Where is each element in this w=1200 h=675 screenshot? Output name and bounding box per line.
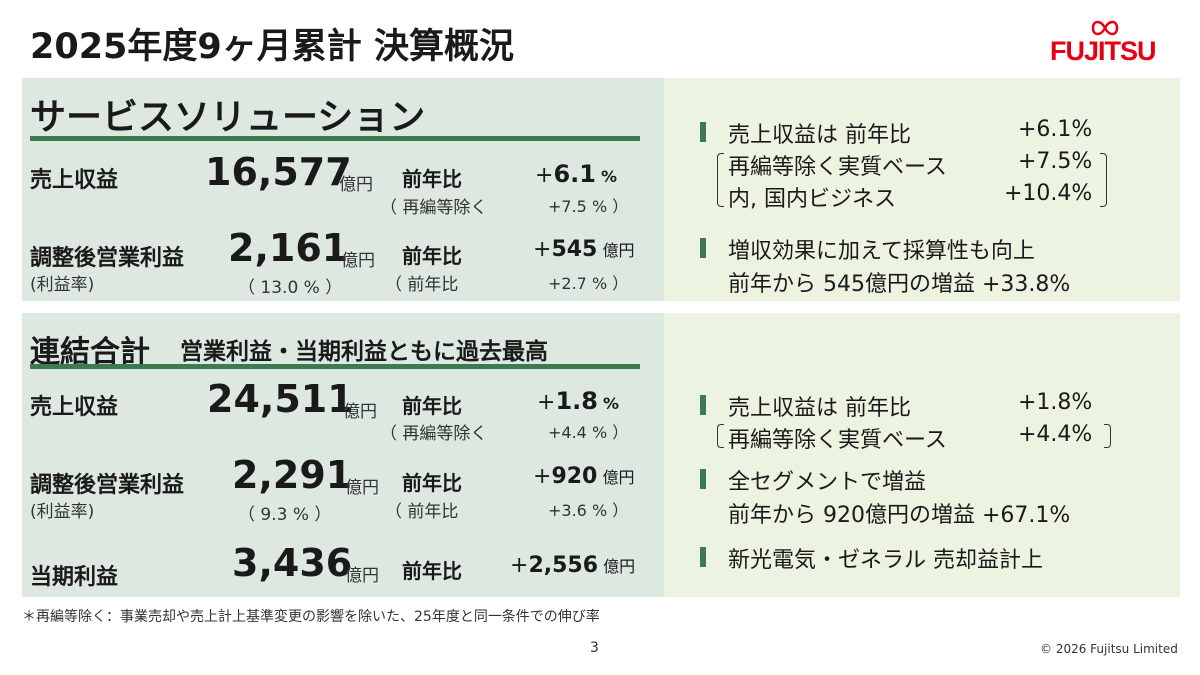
service-profit-unit: 億円	[341, 251, 375, 271]
service-left-panel	[22, 78, 664, 301]
consolidated-profit-yoy: +920 億円	[533, 464, 634, 489]
note-bar	[700, 469, 706, 489]
consolidated-note-2-value: +4.4%	[1018, 422, 1093, 447]
yoy-unit: %	[603, 394, 620, 413]
service-right-panel	[664, 78, 1180, 301]
consolidated-revenue-label: 売上収益	[30, 395, 119, 420]
service-note-1-text: 売上収益は 前年比	[728, 123, 911, 148]
service-revenue-label: 売上収益	[30, 168, 119, 193]
consolidated-right-panel	[664, 313, 1180, 597]
infinity-icon	[1091, 20, 1119, 36]
consolidated-net-yoy-label: 前年比	[402, 559, 462, 583]
yoy-value: 6.1	[553, 160, 596, 188]
note-bar	[700, 238, 706, 258]
yoy-unit: 億円	[602, 468, 635, 487]
consolidated-note-4-text: 前年から 920億円の増益 +67.1%	[728, 503, 1071, 528]
service-heading-rule	[30, 136, 640, 141]
service-revenue-sub-label: （ 再編等除く	[380, 198, 488, 218]
note-bar	[700, 395, 706, 415]
yoy-unit: %	[601, 167, 618, 186]
service-revenue-unit: 億円	[339, 175, 373, 195]
fujitsu-logo: FUJITSU	[1050, 14, 1162, 70]
yoy-value: 545	[551, 237, 598, 262]
service-note-1-value: +6.1%	[1018, 117, 1093, 142]
service-profit-yoy-label: 前年比	[402, 244, 462, 268]
consolidated-profit-sub-label: （ 前年比	[385, 502, 459, 522]
consolidated-profit-margin: （ 9.3 % ）	[238, 505, 332, 525]
consolidated-profit-value: 2,291	[232, 453, 353, 497]
service-revenue-yoy: +6.1 %	[535, 160, 617, 188]
consolidated-profit-label: 調整後営業利益	[30, 473, 185, 498]
page-number: 3	[590, 640, 599, 656]
consolidated-note-2-text: 再編等除く実質ベース	[728, 428, 947, 453]
consolidated-profit-sub-value: +3.6 % ）	[548, 501, 629, 520]
service-note-3-text: 内, 国内ビジネス	[728, 187, 896, 212]
service-note-2-text: 再編等除く実質ベース	[728, 155, 947, 180]
service-note-3-value: +10.4%	[1004, 181, 1093, 206]
service-revenue-value: 16,577	[205, 150, 352, 194]
sign: +	[533, 464, 552, 489]
consolidated-profit-unit: 億円	[345, 478, 379, 498]
consolidated-net-label: 当期利益	[30, 565, 119, 590]
note-bar	[700, 122, 706, 142]
bracket-right	[1100, 153, 1107, 207]
consolidated-revenue-sub-label: （ 再編等除く	[380, 424, 488, 444]
consolidated-net-yoy: +2,556 億円	[510, 553, 635, 578]
yoy-value: 2,556	[528, 553, 599, 578]
consolidated-note-5-text: 新光電気・ゼネラル 売却益計上	[728, 548, 1043, 573]
consolidated-left-panel	[22, 313, 664, 597]
consolidated-profit-yoy-label: 前年比	[402, 471, 462, 495]
service-profit-label-sub: (利益率)	[30, 275, 95, 295]
sign: +	[537, 390, 556, 415]
service-heading: サービスソリューション	[30, 97, 426, 138]
bracket-left	[717, 424, 724, 448]
service-profit-sub-value: +2.7 % ）	[548, 274, 629, 293]
sign: +	[533, 237, 552, 262]
consolidated-net-value: 3,436	[232, 541, 353, 585]
service-profit-yoy: +545 億円	[533, 237, 634, 262]
consolidated-revenue-yoy: +1.8 %	[537, 387, 619, 415]
consolidated-profit-label-sub: (利益率)	[30, 502, 95, 522]
service-profit-sub-label: （ 前年比	[385, 275, 459, 295]
footnote: ＊再編等除く：事業売却や売上計上基準変更の影響を除いた、25年度と同一条件での伸…	[22, 609, 600, 625]
service-profit-value: 2,161	[228, 226, 349, 270]
copyright: © 2026 Fujitsu Limited	[1040, 642, 1178, 656]
yoy-value: 1.8	[555, 387, 598, 415]
service-note-5-text: 前年から 545億円の増益 +33.8%	[728, 272, 1071, 297]
consolidated-revenue-unit: 億円	[343, 402, 377, 422]
consolidated-revenue-value: 24,511	[207, 377, 354, 421]
service-note-4-text: 増収効果に加えて採算性も向上	[728, 239, 1035, 264]
consolidated-note-3-text: 全セグメントで増益	[728, 470, 927, 495]
note-bar	[700, 547, 706, 567]
sign: +	[535, 163, 554, 188]
consolidated-note-1-value: +1.8%	[1018, 390, 1093, 415]
service-note-2-value: +7.5%	[1018, 149, 1093, 174]
consolidated-revenue-yoy-label: 前年比	[402, 394, 462, 418]
consolidated-note-1-text: 売上収益は 前年比	[728, 396, 911, 421]
yoy-value: 920	[551, 464, 598, 489]
bracket-right	[1104, 424, 1111, 448]
service-revenue-yoy-label: 前年比	[402, 167, 462, 191]
consolidated-net-unit: 億円	[345, 566, 379, 586]
service-profit-label: 調整後営業利益	[30, 246, 185, 271]
yoy-unit: 億円	[603, 557, 636, 576]
consolidated-subheading: 営業利益・当期利益ともに過去最高	[180, 339, 548, 365]
consolidated-heading-rule	[30, 364, 640, 369]
service-revenue-sub-value: +7.5 % ）	[548, 197, 629, 216]
yoy-unit: 億円	[602, 241, 635, 260]
page-title: 2025年度9ヶ月累計 決算概況	[30, 27, 514, 67]
bracket-left	[717, 153, 724, 207]
service-profit-margin: （ 13.0 % ）	[238, 278, 343, 298]
sign: +	[510, 553, 529, 578]
logo-text: FUJITSU	[1050, 36, 1157, 66]
consolidated-revenue-sub-value: +4.4 % ）	[548, 423, 629, 442]
